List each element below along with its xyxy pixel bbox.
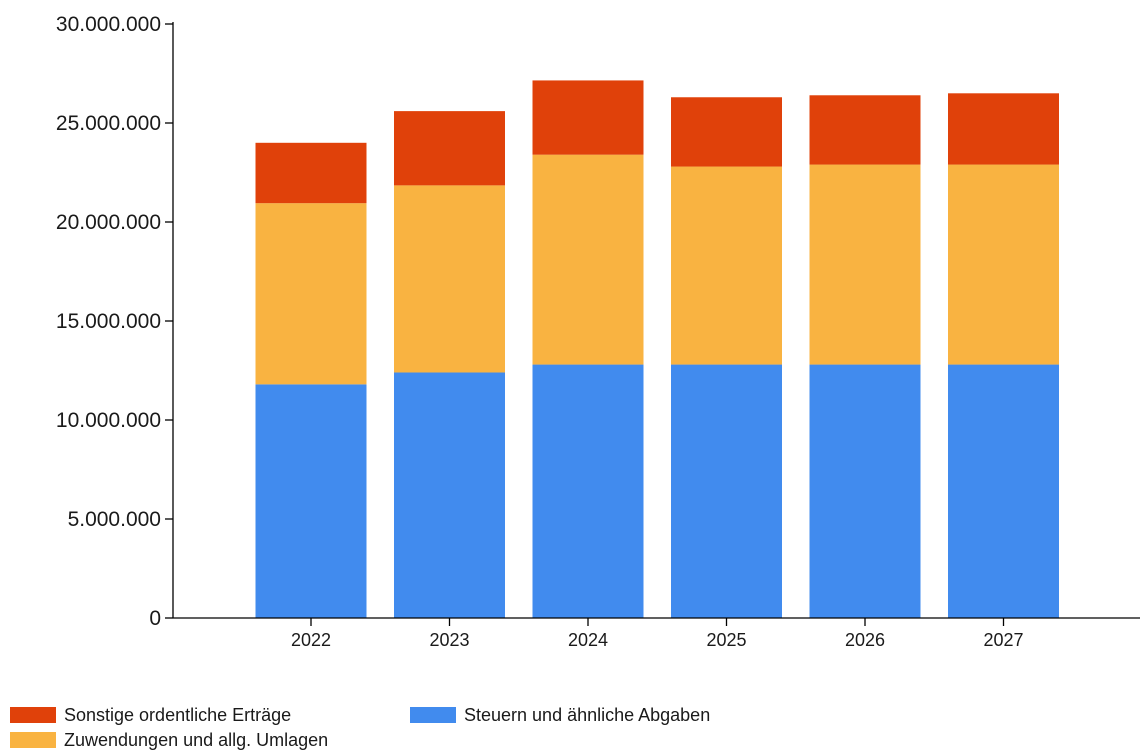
bar-segment — [394, 185, 505, 373]
legend-label-steuern: Steuern und ähnliche Abgaben — [464, 704, 711, 725]
bar-segment — [394, 111, 505, 186]
y-axis: 0 5.000.000 10.000.000 15.000.000 20.000.000… — [56, 13, 174, 630]
bar-segment — [532, 80, 644, 155]
bar-segment — [809, 364, 921, 618]
legend-item-zuwendungen: Zuwendungen und allg. Umlagen — [10, 728, 328, 752]
legend-label-zuwendungen: Zuwendungen und allg. Umlagen — [64, 729, 329, 750]
y-tick-label: 15.000.000 — [56, 310, 161, 333]
x-tick-label: 2026 — [845, 630, 885, 650]
legend-label-sonstige: Sonstige ordentliche Erträge — [64, 704, 292, 725]
bar-segment — [255, 384, 367, 618]
bar-segment — [809, 95, 921, 165]
stacked-bar-chart: 0 5.000.000 10.000.000 15.000.000 20.000.000… — [56, 13, 1140, 650]
legend-item-sonstige: Sonstige ordentliche Erträge — [10, 703, 291, 727]
y-tick-label: 30.000.000 — [56, 13, 161, 36]
x-tick-label: 2023 — [429, 630, 469, 650]
legend-item-steuern: Steuern und ähnliche Abgaben — [410, 703, 710, 727]
bars — [255, 80, 1059, 618]
y-tick-label: 10.000.000 — [56, 409, 161, 432]
bar-segment — [809, 164, 921, 365]
bar-segment — [948, 364, 1059, 618]
bar-segment — [255, 203, 367, 385]
x-tick-label: 2022 — [291, 630, 331, 650]
legend: Sonstige ordentliche Erträge Steuern und… — [10, 703, 1010, 755]
y-tick-label: 5.000.000 — [68, 508, 161, 531]
bar-segment — [948, 164, 1059, 365]
x-tick-label: 2025 — [706, 630, 746, 650]
legend-swatch-zuwendungen — [10, 732, 56, 748]
bar-segment — [948, 93, 1059, 165]
x-tick-label: 2024 — [568, 630, 608, 650]
y-tick-label: 25.000.000 — [56, 112, 161, 135]
y-tick-label: 20.000.000 — [56, 211, 161, 234]
bar-segment — [532, 364, 644, 618]
bar-segment — [671, 364, 782, 618]
x-axis: 2022 2023 2024 2025 2026 2027 — [173, 617, 1140, 650]
bar-segment — [255, 142, 367, 204]
legend-swatch-sonstige — [10, 707, 56, 723]
x-tick-label: 2027 — [983, 630, 1023, 650]
bar-segment — [532, 154, 644, 365]
bar-segment — [671, 97, 782, 167]
bar-segment — [671, 166, 782, 365]
bar-segment — [394, 372, 505, 618]
legend-swatch-steuern — [410, 707, 456, 723]
y-tick-label: 0 — [149, 607, 161, 630]
